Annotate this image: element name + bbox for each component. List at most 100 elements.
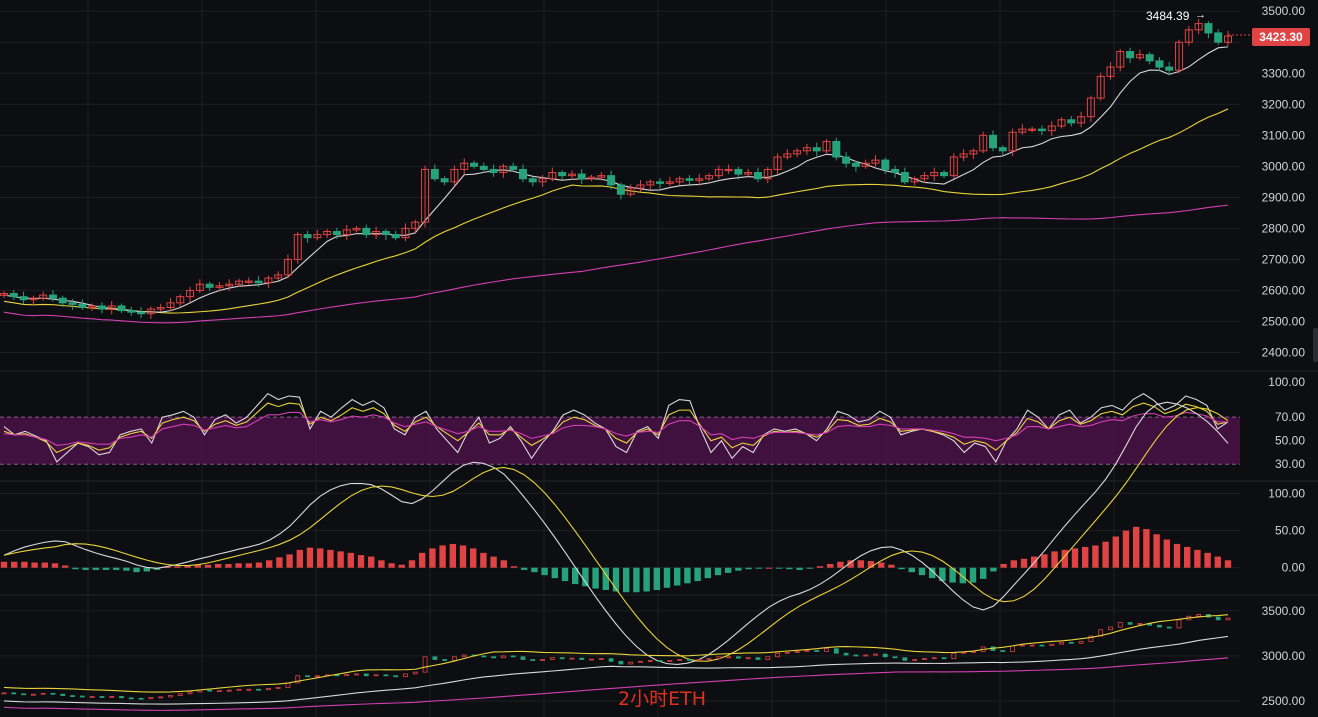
overview-candle-21 (207, 689, 213, 692)
overview-candle-18 (177, 693, 183, 696)
candle-34 (332, 227, 341, 239)
candle-body (753, 172, 762, 180)
candle-body (0, 293, 8, 296)
price-tick-10: 2500.00 (1262, 314, 1306, 328)
candle-96 (940, 170, 949, 179)
price-axis[interactable]: 3500.003400.003300.003200.003100.003000.… (1228, 4, 1305, 708)
candle-64 (626, 184, 635, 197)
macd-bar-97 (990, 567, 997, 572)
macd-bar-64 (653, 567, 660, 590)
macd-bar-115 (1173, 543, 1181, 568)
candle-body (812, 147, 821, 152)
candle-body (1224, 35, 1232, 43)
candle-body (793, 150, 802, 155)
candle-body (1165, 66, 1174, 71)
candle-body (1096, 75, 1105, 99)
macd-tick-0: 100.00 (1268, 486, 1305, 500)
macd-bar-95 (969, 567, 977, 583)
candle-40 (391, 230, 400, 241)
overview-mid-line (3, 635, 1229, 705)
macd-bar-28 (286, 554, 293, 568)
macd-bar-59 (602, 567, 609, 590)
macd-panel (0, 401, 1232, 665)
overview-candle-120 (1176, 619, 1182, 629)
macd-bar-18 (184, 565, 191, 568)
candle-88 (861, 159, 870, 169)
candle-body (166, 302, 175, 309)
macd-tick-2: 0.00 (1282, 561, 1306, 575)
candle-105 (1028, 126, 1037, 133)
candle-0 (0, 291, 8, 298)
candle-28 (274, 271, 283, 281)
macd-dea-line (3, 407, 1229, 662)
candle-6 (58, 295, 67, 308)
candle-body (861, 162, 870, 167)
overview-candle-104 (1019, 644, 1025, 647)
candle-body (440, 178, 449, 183)
candle-body (734, 168, 743, 175)
overview-candle-16 (158, 696, 164, 699)
overview-candle-86 (843, 652, 849, 656)
macd-bar-1 (11, 561, 18, 568)
candle-102 (998, 145, 1007, 156)
overview-tick-0: 3500.00 (1262, 604, 1306, 618)
candle-113 (1106, 62, 1115, 80)
candle-123 (1204, 21, 1213, 39)
candle-body (930, 172, 939, 177)
candle-12 (117, 303, 126, 314)
candle-31 (303, 230, 312, 243)
candlesticks (0, 18, 1232, 319)
candle-82 (802, 143, 811, 156)
candle-60 (587, 174, 596, 182)
ma-slow-line (3, 204, 1229, 324)
candle-body (979, 134, 988, 152)
rsi-tick-2: 50.00 (1275, 434, 1305, 448)
candle-body (146, 308, 155, 315)
macd-bar-10 (102, 567, 110, 570)
candle-125 (1224, 31, 1232, 46)
overview-candle-95 (931, 657, 937, 660)
candle-body (528, 178, 537, 183)
candle-body (352, 227, 361, 231)
candle-body (430, 168, 439, 180)
overview-candle-50 (491, 656, 497, 659)
candle-8 (78, 299, 87, 310)
overview-candle-45 (442, 659, 448, 661)
candle-body (1184, 29, 1193, 43)
overview-candle-81 (794, 650, 800, 653)
candle-body (616, 184, 625, 195)
rsi-lines (3, 392, 1229, 463)
overview-candle-13 (128, 697, 134, 700)
candle-body (988, 134, 997, 149)
macd-bar-49 (500, 560, 507, 568)
candle-body (871, 159, 880, 164)
macd-bar-74 (755, 567, 762, 569)
candle-121 (1184, 26, 1193, 46)
rsi-line-2 (3, 411, 1228, 446)
candle-66 (646, 179, 655, 190)
candle-body (597, 175, 606, 178)
candle-69 (675, 176, 684, 186)
overview-candle-68 (667, 660, 673, 662)
macd-bar-109 (1112, 536, 1119, 568)
macd-bar-111 (1133, 526, 1140, 568)
candle-body (940, 172, 949, 177)
candle-24 (235, 278, 244, 287)
overview-candle-90 (882, 653, 888, 658)
overview-candle-31 (305, 675, 310, 678)
overview-candle-109 (1068, 641, 1074, 644)
candle-body (48, 294, 57, 299)
macd-bar-60 (612, 567, 620, 592)
overview-candle-8 (79, 695, 85, 698)
macd-dif-line (3, 401, 1229, 665)
candle-37 (362, 224, 371, 239)
macd-bar-117 (1194, 549, 1201, 568)
overview-candle-93 (912, 659, 918, 661)
macd-bar-53 (541, 567, 548, 576)
candle-body (998, 147, 1007, 152)
candle-body (685, 178, 694, 181)
candle-10 (97, 302, 106, 314)
overview-candle-106 (1039, 644, 1045, 647)
panel-resize-handle[interactable] (1313, 328, 1318, 362)
